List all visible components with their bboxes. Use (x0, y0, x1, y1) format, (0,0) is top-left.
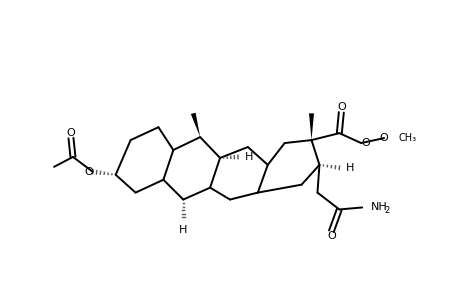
Text: H: H (179, 225, 187, 235)
Text: O: O (84, 167, 93, 177)
Text: H: H (244, 152, 253, 162)
Polygon shape (308, 113, 313, 140)
Text: NH: NH (370, 202, 387, 212)
Text: CH₃: CH₃ (398, 133, 416, 143)
Text: 2: 2 (383, 206, 388, 215)
Text: O: O (360, 138, 369, 148)
Text: O: O (379, 133, 387, 143)
Text: O: O (336, 102, 345, 112)
Text: O: O (326, 231, 335, 241)
Text: H: H (346, 163, 354, 173)
Polygon shape (190, 112, 200, 137)
Text: O: O (67, 128, 75, 138)
